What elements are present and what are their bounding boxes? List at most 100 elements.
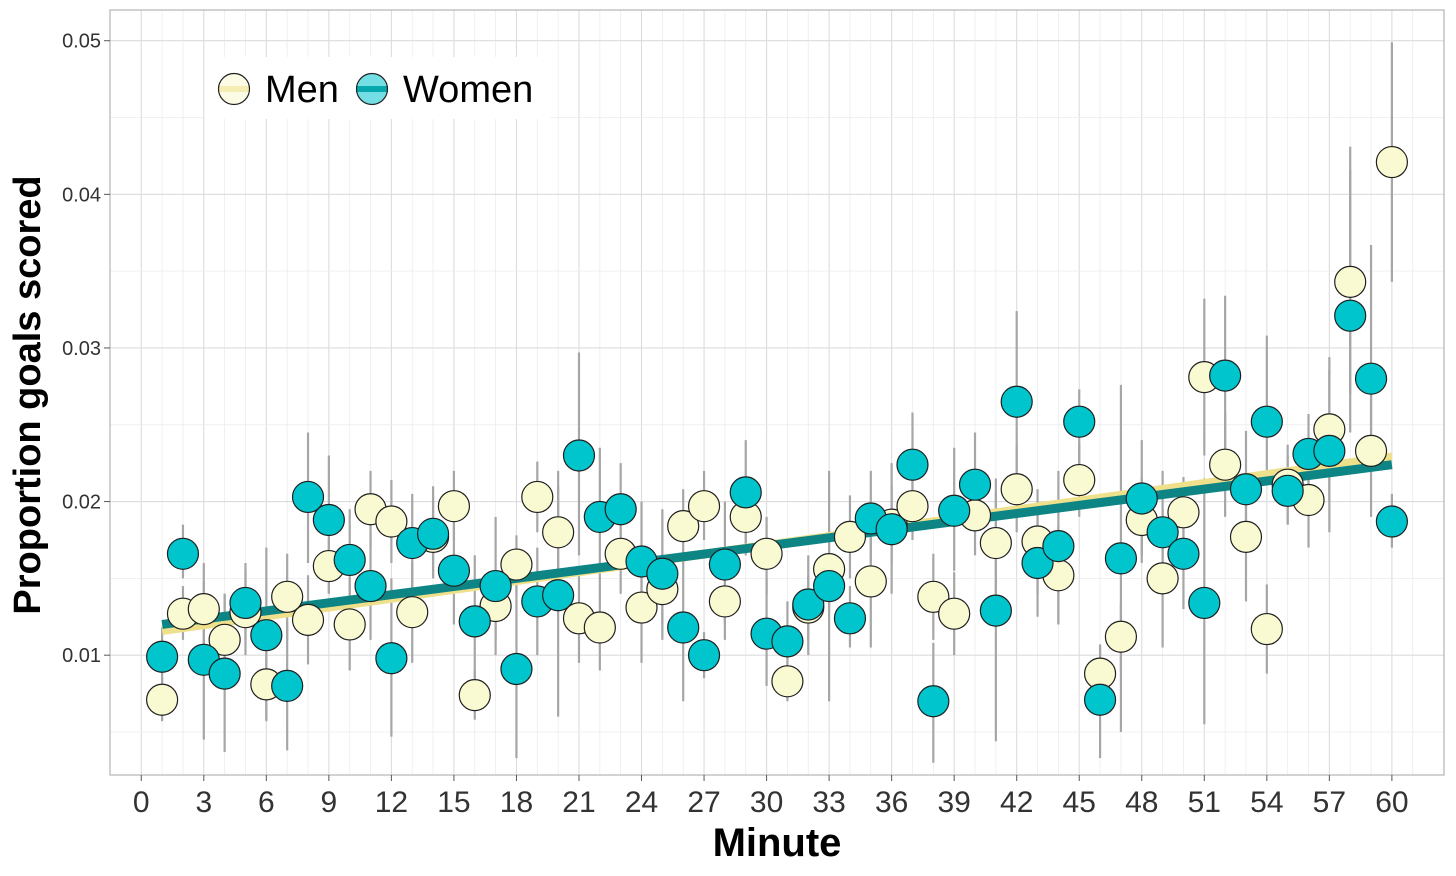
x-tick-label: 33 — [812, 786, 845, 819]
x-axis-ticks: 0 3 6 9 12 15 18 21 24 27 30 33 36 39 42 45 48 51 54 57 60 — [133, 775, 1409, 819]
data-point-men — [854, 565, 887, 598]
data-point-men — [896, 490, 929, 523]
data-point-women — [1375, 505, 1408, 538]
data-point-women — [1000, 385, 1033, 418]
x-tick-label: 51 — [1188, 786, 1221, 819]
data-point-men — [437, 490, 471, 523]
data-point-men — [291, 603, 325, 636]
legend[interactable]: Men Women — [205, 57, 550, 119]
data-point-women — [250, 619, 283, 652]
x-tick-label: 57 — [1313, 786, 1346, 819]
data-point-women — [1146, 516, 1179, 549]
x-tick-label: 39 — [937, 786, 970, 819]
x-tick-label: 18 — [500, 786, 533, 819]
legend-key-women-marker — [355, 72, 389, 106]
x-tick-label: 54 — [1250, 786, 1283, 819]
x-tick-label: 9 — [321, 786, 338, 819]
x-axis-title: Minute — [713, 821, 842, 865]
data-point-women — [1334, 299, 1367, 332]
data-point-women — [1167, 537, 1200, 570]
x-tick-label: 45 — [1063, 786, 1096, 819]
x-tick-label: 3 — [195, 786, 212, 819]
legend-label-women: Women — [403, 69, 533, 111]
data-point-women — [229, 586, 262, 620]
data-points — [146, 145, 1408, 718]
data-point-men — [1000, 473, 1033, 506]
data-point-men — [521, 480, 554, 514]
legend-key-women — [355, 72, 389, 106]
data-point-men — [1209, 448, 1242, 481]
data-point-women — [1354, 362, 1388, 395]
data-point-women — [1313, 434, 1346, 467]
data-point-men — [833, 520, 867, 553]
x-tick-label: 42 — [1000, 786, 1033, 819]
x-tick-label: 15 — [437, 786, 470, 819]
data-point-men — [458, 679, 491, 712]
data-point-men — [1375, 145, 1408, 179]
data-point-women — [667, 611, 700, 644]
data-point-women — [646, 557, 679, 590]
data-point-women — [1042, 530, 1075, 563]
data-point-women — [333, 543, 366, 577]
data-point-men — [333, 608, 366, 641]
x-tick-label: 60 — [1375, 786, 1408, 819]
data-point-men — [1250, 612, 1283, 646]
y-tick-label: 0.05 — [62, 31, 101, 53]
data-point-men — [1334, 265, 1367, 298]
plot-panel-border — [109, 9, 1445, 776]
data-point-women — [271, 669, 304, 703]
data-point-women — [416, 517, 450, 550]
data-point-men — [625, 591, 658, 624]
x-tick-label: 6 — [258, 786, 275, 819]
data-point-women — [542, 579, 575, 612]
data-point-women — [312, 503, 345, 537]
x-tick-label: 0 — [133, 786, 150, 819]
data-point-women — [687, 639, 721, 672]
data-point-women — [458, 605, 491, 638]
legend-label-men: Men — [265, 69, 339, 111]
x-tick-label: 36 — [875, 786, 908, 819]
data-point-men — [1167, 496, 1200, 529]
data-point-women — [708, 548, 741, 581]
data-point-women — [166, 537, 200, 570]
data-point-women — [1083, 683, 1117, 716]
data-point-women — [813, 569, 846, 603]
data-point-men — [687, 490, 721, 523]
data-point-men — [938, 597, 971, 630]
x-tick-label: 30 — [750, 786, 783, 819]
data-point-women — [938, 494, 971, 527]
data-point-women — [729, 476, 762, 509]
data-point-men — [187, 592, 220, 626]
data-point-women — [1125, 482, 1158, 515]
data-point-women — [375, 642, 408, 675]
data-point-men — [708, 585, 741, 618]
y-axis-title: Proportion goals scored — [7, 175, 49, 614]
data-point-men — [271, 580, 304, 613]
data-point-women — [1250, 405, 1283, 438]
legend-key-men-marker — [217, 72, 251, 106]
x-tick-label: 12 — [375, 786, 408, 819]
data-point-men — [1063, 463, 1096, 497]
data-point-women — [792, 588, 825, 621]
data-point-women — [1104, 542, 1138, 575]
data-point-women — [771, 625, 804, 658]
data-point-men — [1146, 562, 1179, 595]
data-point-men — [375, 505, 408, 538]
data-point-men — [396, 596, 429, 629]
data-point-men — [583, 611, 616, 644]
data-point-women — [875, 513, 908, 546]
y-tick-label: 0.03 — [62, 338, 101, 360]
data-point-women — [562, 439, 596, 472]
data-point-women — [479, 569, 512, 603]
data-point-women — [833, 602, 867, 635]
data-point-men — [979, 526, 1012, 560]
x-tick-label: 27 — [687, 786, 720, 819]
y-axis-ticks: 0.01 0.02 0.03 0.04 0.05 — [62, 31, 110, 667]
x-tick-label: 24 — [625, 786, 658, 819]
data-point-men — [1104, 620, 1138, 653]
y-tick-label: 0.01 — [62, 645, 101, 667]
data-point-women — [1188, 586, 1221, 620]
x-tick-label: 48 — [1125, 786, 1158, 819]
data-point-women — [437, 554, 471, 587]
